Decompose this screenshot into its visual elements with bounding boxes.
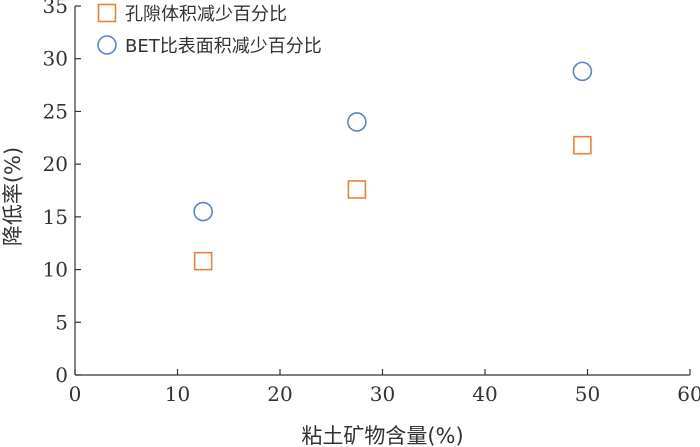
data-points — [193, 61, 593, 271]
x-tick-label: 10 — [165, 382, 190, 406]
y-tick-label: 15 — [43, 205, 68, 229]
y-tick-label: 20 — [43, 152, 68, 176]
square-point — [193, 251, 213, 271]
y-ticks: 0 5 10 15 20 25 30 35 — [43, 0, 81, 387]
x-tick-label: 40 — [472, 382, 497, 406]
x-ticks: 0 10 20 30 40 50 60 — [69, 369, 700, 406]
legend-label: BET比表面积减少百分比 — [125, 36, 322, 57]
axes: 0 10 20 30 40 50 60 0 5 10 15 20 25 30 35 — [43, 0, 700, 406]
legend-marker-square — [97, 3, 117, 23]
x-tick-label: 50 — [575, 382, 600, 406]
legend: 孔隙体积减少百分比 BET比表面积减少百分比 — [97, 3, 322, 57]
y-axis-title: 降低率(%) — [1, 147, 25, 246]
circle-point — [347, 112, 367, 132]
y-tick-label: 5 — [55, 310, 68, 334]
legend-marker-circle — [97, 35, 117, 55]
square-point — [347, 180, 367, 199]
y-tick-label: 25 — [43, 99, 68, 123]
circle-point — [572, 61, 593, 82]
x-tick-label: 20 — [267, 382, 292, 406]
circle-point — [193, 201, 213, 222]
y-tick-label: 10 — [43, 258, 68, 282]
x-tick-label: 0 — [69, 382, 82, 406]
legend-label: 孔隙体积减少百分比 — [125, 4, 287, 25]
y-tick-label: 0 — [55, 363, 68, 387]
y-tick-label: 35 — [43, 0, 68, 18]
y-tick-label: 30 — [43, 47, 68, 71]
x-tick-label: 60 — [677, 382, 700, 406]
x-tick-label: 30 — [370, 382, 395, 406]
x-axis-title: 粘土矿物含量(%) — [301, 424, 463, 447]
square-point — [573, 135, 592, 155]
